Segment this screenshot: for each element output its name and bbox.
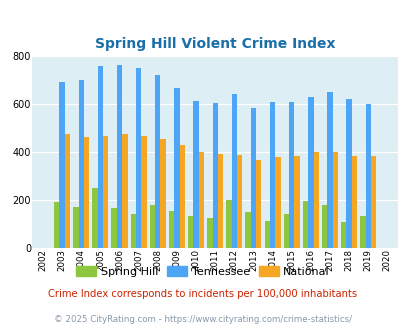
Bar [256,160,261,248]
Bar [359,216,364,248]
Bar [155,75,160,248]
Bar [294,156,299,248]
Bar [79,80,84,248]
Bar [307,97,313,248]
Bar [111,208,117,248]
Bar [269,102,275,248]
Bar [193,101,198,248]
Bar [302,201,307,248]
Bar [59,82,65,248]
Bar [130,214,136,248]
Bar [160,139,165,248]
Bar [92,188,98,248]
Text: © 2025 CityRating.com - https://www.cityrating.com/crime-statistics/: © 2025 CityRating.com - https://www.city… [54,315,351,324]
Bar [370,156,375,248]
Bar [207,218,212,248]
Bar [168,211,174,248]
Bar [226,200,231,248]
Bar [340,222,345,248]
Bar [198,151,204,248]
Bar [136,68,141,248]
Bar [326,92,332,248]
Bar [117,65,122,248]
Legend: Spring Hill, Tennessee, National: Spring Hill, Tennessee, National [72,261,333,281]
Bar [351,156,356,248]
Bar [237,155,242,248]
Bar [264,221,269,248]
Title: Spring Hill Violent Crime Index: Spring Hill Violent Crime Index [95,37,335,51]
Bar [188,216,193,248]
Bar [288,102,294,248]
Bar [65,134,70,248]
Bar [275,157,280,248]
Bar [250,108,256,248]
Bar [84,138,89,248]
Bar [332,152,337,248]
Bar [313,152,318,248]
Bar [345,99,351,248]
Bar [231,94,237,248]
Bar [122,134,127,248]
Bar [364,104,370,248]
Bar [73,207,79,248]
Bar [98,66,103,248]
Bar [141,136,146,248]
Bar [149,205,155,248]
Bar [54,202,59,248]
Bar [174,88,179,248]
Bar [179,145,185,248]
Bar [103,136,108,248]
Bar [245,212,250,248]
Bar [283,214,288,248]
Text: Crime Index corresponds to incidents per 100,000 inhabitants: Crime Index corresponds to incidents per… [48,289,357,299]
Bar [217,154,223,248]
Bar [321,205,326,248]
Bar [212,103,217,248]
